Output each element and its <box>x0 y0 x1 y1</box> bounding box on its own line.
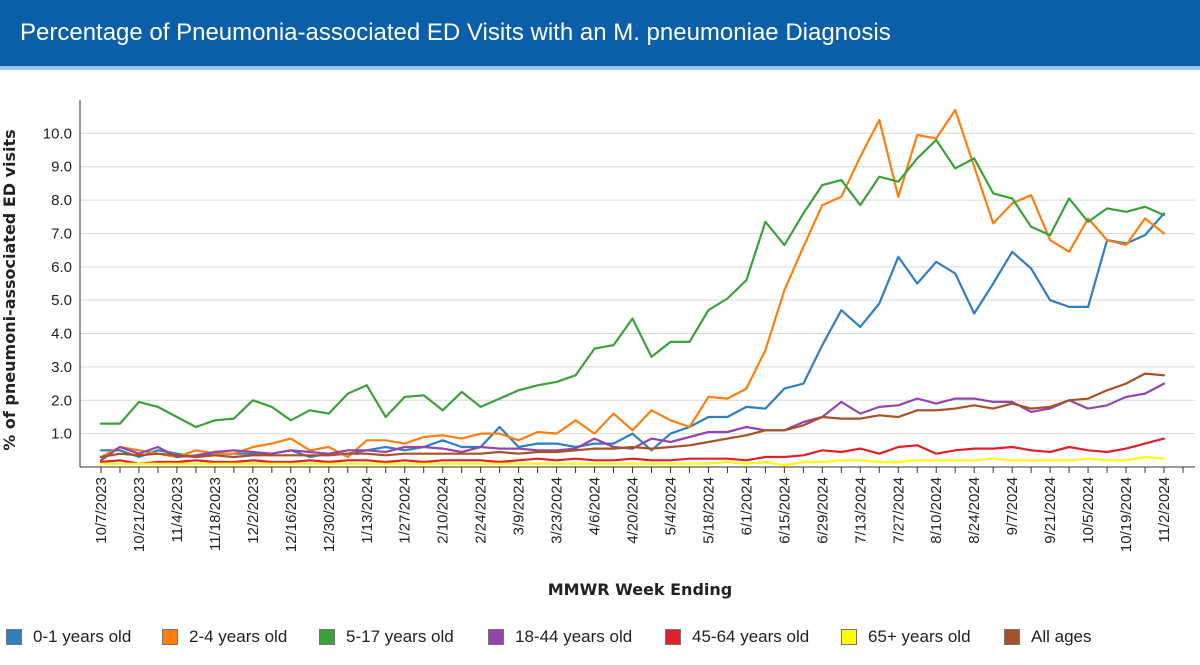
x-tick-label: 5/18/2024 <box>700 477 717 544</box>
series-line-2 <box>99 138 1166 429</box>
x-tick-label: 2/10/2024 <box>435 477 452 544</box>
series-line-6 <box>99 372 1166 459</box>
x-tick-label: 6/1/2024 <box>738 477 755 535</box>
y-tick-label: 8.0 <box>51 192 72 209</box>
legend-label-all-ages: All ages <box>1031 627 1092 646</box>
legend-swatch-65plus <box>841 629 857 645</box>
x-tick-label: 7/27/2024 <box>890 477 907 544</box>
x-tick-label: 1/13/2024 <box>359 477 376 544</box>
x-tick-label: 12/30/2023 <box>321 477 338 552</box>
y-tick-label: 7.0 <box>51 225 72 242</box>
y-tick-label: 1.0 <box>51 426 72 443</box>
x-tick-label: 11/2/2024 <box>1156 477 1173 543</box>
y-tick-label: 5.0 <box>51 292 72 309</box>
x-tick-label: 8/10/2024 <box>928 477 945 544</box>
x-tick-label: 6/15/2024 <box>776 477 793 544</box>
series-line-4 <box>99 437 1166 465</box>
legend-label-45-64: 45-64 years old <box>692 627 810 646</box>
x-tick-label: 10/19/2024 <box>1118 477 1135 552</box>
legend-swatch-45-64 <box>665 629 681 645</box>
y-axis-title: % of pneumoni-associated ED visits <box>0 129 19 450</box>
chart-title: Percentage of Pneumonia-associated ED Vi… <box>20 19 891 46</box>
legend-swatch-2-4 <box>162 629 178 645</box>
y-tick-label: 10.0 <box>43 125 72 142</box>
y-tick-label: 2.0 <box>51 392 72 409</box>
line-chart: 1.0 2.0 3.0 4.0 5.0 6.0 7.0 8.0 9.0 10.0 10/7/2023… <box>0 100 1195 599</box>
x-tick-label: 4/20/2024 <box>625 477 642 544</box>
series-line-1 <box>99 108 1166 459</box>
legend-label-5-17: 5-17 years old <box>346 627 454 646</box>
x-tick-label: 2/24/2024 <box>473 477 490 544</box>
y-tick-label: 4.0 <box>51 326 72 343</box>
y-tick-label: 6.0 <box>51 259 72 276</box>
y-tick-label: 9.0 <box>51 159 72 176</box>
x-tick-label: 4/6/2024 <box>587 477 604 535</box>
chart-header: Percentage of Pneumonia-associated ED Vi… <box>0 0 1200 66</box>
x-tick-label: 9/21/2024 <box>1042 477 1059 544</box>
x-tick-label: 12/16/2023 <box>283 477 300 552</box>
x-axis-title: MMWR Week Ending <box>548 580 732 599</box>
header-divider <box>0 66 1200 70</box>
legend-label-18-44: 18-44 years old <box>515 627 633 646</box>
x-tick-label: 10/7/2023 <box>93 477 110 544</box>
x-tick-label: 10/5/2024 <box>1080 477 1097 544</box>
x-tick-label: 3/9/2024 <box>511 477 528 535</box>
x-tick-label: 6/29/2024 <box>814 477 831 544</box>
x-tick-label: 11/4/2023 <box>169 477 186 543</box>
series-line-5 <box>99 455 1166 467</box>
x-tick-label: 11/18/2023 <box>207 477 224 551</box>
x-tick-label: 5/4/2024 <box>662 477 679 535</box>
series-line-0 <box>99 212 1166 459</box>
legend-label-0-1: 0-1 years old <box>33 627 132 646</box>
x-tick-label: 10/21/2023 <box>131 477 148 552</box>
x-tick-label: 3/23/2024 <box>549 477 566 544</box>
legend-label-65plus: 65+ years old <box>868 627 971 646</box>
legend-label-2-4: 2-4 years old <box>189 627 288 646</box>
y-tick-label: 3.0 <box>51 359 72 376</box>
x-tick-label: 9/7/2024 <box>1004 477 1021 535</box>
x-tick-label: 8/24/2024 <box>966 477 983 544</box>
chart-legend: 0-1 years old 2-4 years old 5-17 years o… <box>0 622 1200 652</box>
x-tick-label: 1/27/2024 <box>397 477 414 544</box>
legend-swatch-18-44 <box>488 629 504 645</box>
legend-swatch-5-17 <box>319 629 335 645</box>
x-tick-label: 7/13/2024 <box>852 477 869 544</box>
legend-swatch-all-ages <box>1004 629 1020 645</box>
legend-swatch-0-1 <box>6 629 22 645</box>
series-line-3 <box>99 382 1166 462</box>
x-tick-label: 12/2/2023 <box>245 477 262 544</box>
